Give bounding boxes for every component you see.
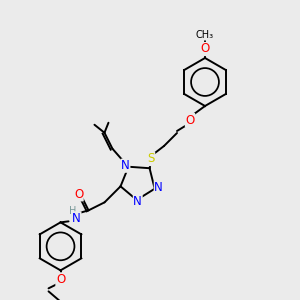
Text: CH₃: CH₃ [196, 30, 214, 40]
Text: O: O [74, 188, 83, 201]
Text: N: N [154, 181, 163, 194]
Text: O: O [56, 273, 65, 286]
Text: N: N [72, 212, 81, 225]
Text: N: N [121, 159, 130, 172]
Text: N: N [134, 196, 142, 208]
Text: O: O [200, 43, 210, 56]
Text: H: H [69, 206, 76, 216]
Text: O: O [185, 113, 195, 127]
Text: S: S [147, 152, 155, 166]
